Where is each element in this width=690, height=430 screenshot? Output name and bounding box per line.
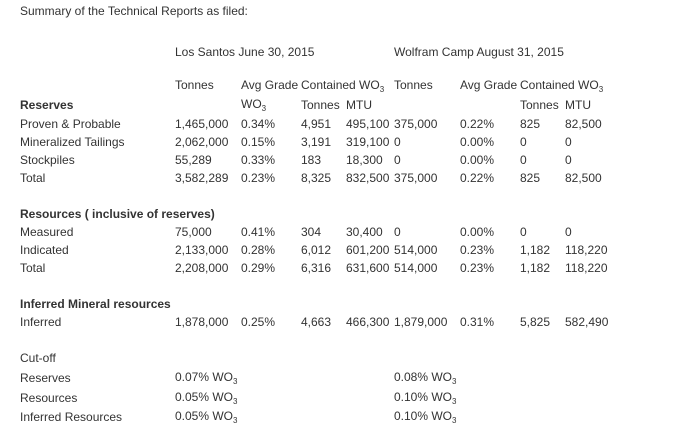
cell: 0.31% — [460, 315, 495, 329]
row-label: Measured — [20, 225, 74, 239]
cell: 495,100 — [346, 117, 390, 131]
row-label: Inferred — [20, 315, 62, 329]
cell: 319,100 — [346, 135, 390, 149]
cell: 0.29% — [241, 261, 276, 275]
cell: 1,182 — [520, 243, 551, 257]
header-tonnes-wc: Tonnes — [394, 78, 433, 92]
header-mtu-wc: MTU — [565, 98, 591, 112]
cell: 0 — [565, 153, 572, 167]
cell: 0.23% — [241, 171, 276, 185]
cell: 118,220 — [565, 261, 608, 275]
cutoff-ls: 0.05% WO3 — [175, 409, 238, 425]
cell: 2,208,000 — [175, 261, 229, 275]
section-resources: Resources ( inclusive of reserves) — [20, 207, 215, 221]
cutoff-wc: 0.08% WO3 — [394, 370, 457, 386]
cell: 6,316 — [301, 261, 332, 275]
cell: 0 — [394, 153, 401, 167]
cell: 0.00% — [460, 135, 495, 149]
cell: 825 — [520, 171, 541, 185]
cell: 601,200 — [346, 243, 390, 257]
cell: 825 — [520, 117, 541, 131]
cell: 0.00% — [460, 225, 495, 239]
header-avg-grade-wc: Avg Grade — [460, 78, 518, 92]
row-label: Total — [20, 171, 46, 185]
cell: 3,191 — [301, 135, 332, 149]
cell: 30,400 — [346, 225, 383, 239]
cell: 0.22% — [460, 171, 495, 185]
cell: 0 — [520, 135, 527, 149]
row-label: Proven & Probable — [20, 117, 121, 131]
cell: 832,500 — [346, 171, 390, 185]
row-label: Mineralized Tailings — [20, 135, 125, 149]
row-label: Indicated — [20, 243, 69, 257]
cell: 82,500 — [565, 117, 602, 131]
cell: 466,300 — [346, 315, 390, 329]
header-avg-grade-ls: Avg Grade — [241, 78, 299, 92]
cell: 0.23% — [460, 261, 495, 275]
cell: 0 — [394, 225, 401, 239]
cell: 1,465,000 — [175, 117, 229, 131]
header-contained-ls: Contained WO3 — [301, 78, 385, 94]
cell: 514,000 — [394, 243, 438, 257]
cell: 0 — [565, 135, 572, 149]
cell: 4,663 — [301, 315, 332, 329]
cell: 82,500 — [565, 171, 602, 185]
section-reserves: Reserves — [20, 98, 74, 112]
cutoff-wc: 0.10% WO3 — [394, 409, 457, 425]
cell: 0.15% — [241, 135, 276, 149]
cell: 0.34% — [241, 117, 276, 131]
header-tonnes2-wc: Tonnes — [520, 98, 559, 112]
header-contained-wc: Contained WO3 — [520, 78, 604, 94]
cell: 0 — [520, 225, 527, 239]
cell: 1,879,000 — [394, 315, 448, 329]
cell: 582,490 — [565, 315, 609, 329]
cell: 2,062,000 — [175, 135, 229, 149]
cell: 1,182 — [520, 261, 551, 275]
cell: 18,300 — [346, 153, 383, 167]
cell: 514,000 — [394, 261, 438, 275]
cell: 5,825 — [520, 315, 551, 329]
cutoff-label: Inferred Resources — [20, 410, 123, 424]
cell: 0.22% — [460, 117, 495, 131]
cell: 0 — [565, 225, 572, 239]
row-label: Total — [20, 261, 46, 275]
cell: 6,012 — [301, 243, 332, 257]
intro-text: Summary of the Technical Reports as file… — [20, 4, 248, 18]
cell: 0.00% — [460, 153, 495, 167]
header-tonnes2-ls: Tonnes — [301, 98, 340, 112]
cell: 75,000 — [175, 225, 212, 239]
wolfram-heading: Wolfram Camp August 31, 2015 — [394, 45, 564, 59]
cutoff-ls: 0.07% WO3 — [175, 370, 238, 386]
cutoff-wc: 0.10% WO3 — [394, 390, 457, 406]
section-cutoff: Cut-off — [20, 351, 56, 365]
cell: 0.25% — [241, 315, 276, 329]
los-santos-heading: Los Santos June 30, 2015 — [175, 45, 315, 59]
cell: 8,325 — [301, 171, 332, 185]
cell: 3,582,289 — [175, 171, 229, 185]
cutoff-label: Resources — [20, 391, 78, 405]
cell: 4,951 — [301, 117, 332, 131]
cell: 1,878,000 — [175, 315, 229, 329]
header-wo3-ls: WO3 — [241, 97, 267, 113]
cell: 631,600 — [346, 261, 390, 275]
cell: 118,220 — [565, 243, 608, 257]
header-mtu-ls: MTU — [346, 98, 372, 112]
cell: 0.41% — [241, 225, 276, 239]
header-tonnes-ls: Tonnes — [175, 78, 214, 92]
section-inferred: Inferred Mineral resources — [20, 297, 171, 311]
cell: 0.33% — [241, 153, 276, 167]
cutoff-ls: 0.05% WO3 — [175, 390, 238, 406]
row-label: Stockpiles — [20, 153, 75, 167]
cell: 55,289 — [175, 153, 212, 167]
cell: 183 — [301, 153, 322, 167]
cell: 304 — [301, 225, 322, 239]
cell: 0.23% — [460, 243, 495, 257]
cell: 0 — [394, 135, 401, 149]
cell: 2,133,000 — [175, 243, 229, 257]
cell: 0.28% — [241, 243, 276, 257]
cell: 375,000 — [394, 171, 438, 185]
cell: 375,000 — [394, 117, 438, 131]
cutoff-label: Reserves — [20, 371, 71, 385]
cell: 0 — [520, 153, 527, 167]
